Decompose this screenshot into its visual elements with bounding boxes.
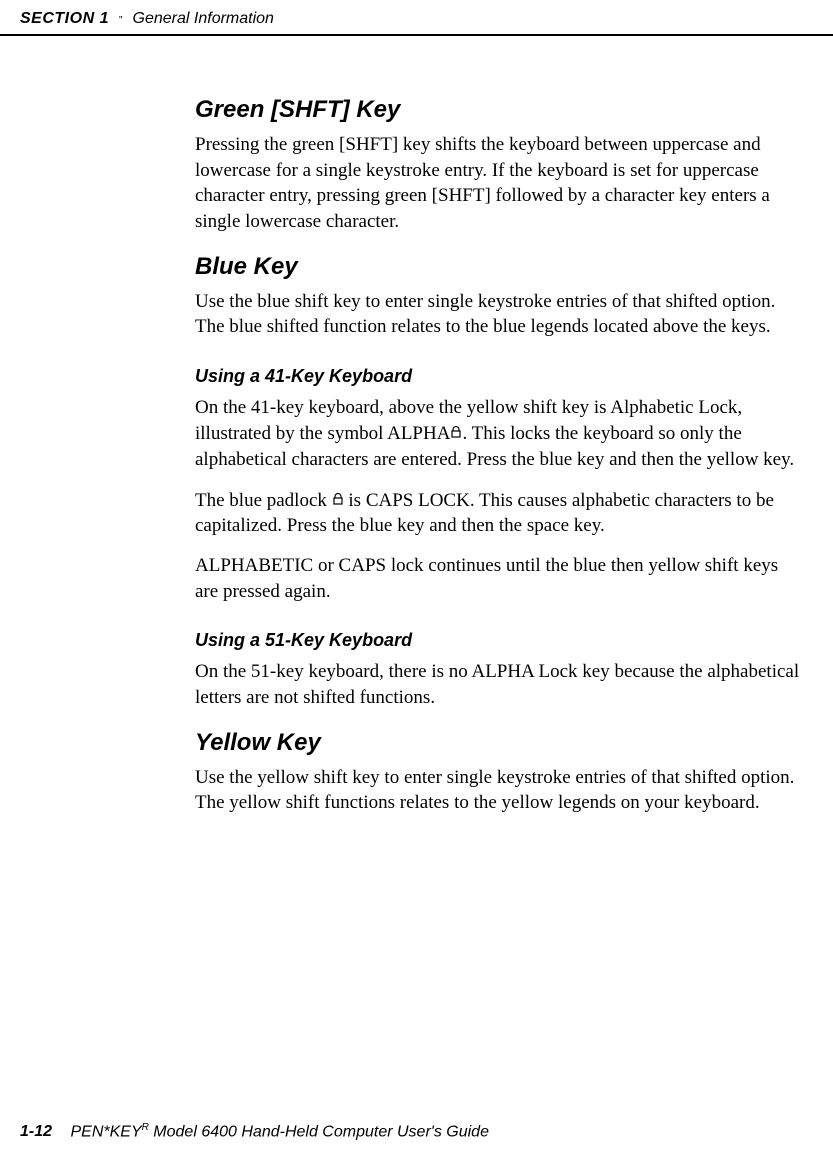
section-label: SECTION 1	[20, 10, 109, 28]
heading-using-41: Using a 41-Key Keyboard	[195, 366, 803, 387]
heading-green-shft: Green [SHFT] Key	[195, 96, 803, 124]
para-blue-key-1: Use the blue shift key to enter single k…	[195, 289, 803, 340]
padlock-icon	[332, 487, 344, 499]
heading-blue-key: Blue Key	[195, 253, 803, 281]
page-footer: 1-12 PEN*KEYR Model 6400 Hand-Held Compu…	[20, 1122, 813, 1141]
para-yellow-key-1: Use the yellow shift key to enter single…	[195, 765, 803, 816]
page-number: 1-12	[20, 1123, 52, 1140]
product-name-post: Model 6400 Hand-Held Computer User's Gui…	[149, 1123, 489, 1140]
heading-using-51: Using a 51-Key Keyboard	[195, 630, 803, 651]
product-name-pre: PEN*KEY	[70, 1123, 141, 1140]
section-title: General Information	[133, 10, 274, 28]
padlock-icon	[450, 420, 462, 432]
section-separator: "	[119, 15, 123, 26]
para-green-shft-1: Pressing the green [SHFT] key shifts the…	[195, 132, 803, 235]
para-using-41-3: ALPHABETIC or CAPS lock continues until …	[195, 553, 803, 604]
heading-yellow-key: Yellow Key	[195, 729, 803, 757]
text-fragment: The blue padlock	[195, 490, 332, 511]
para-using-41-1: On the 41-key keyboard, above the yellow…	[195, 395, 803, 473]
para-using-41-2: The blue padlock is CAPS LOCK. This caus…	[195, 487, 803, 539]
product-name-sup: R	[142, 1122, 149, 1133]
para-using-51-1: On the 51-key keyboard, there is no ALPH…	[195, 659, 803, 710]
page-content: Green [SHFT] Key Pressing the green [SHF…	[0, 96, 833, 816]
page-header: SECTION 1 " General Information	[0, 0, 833, 36]
